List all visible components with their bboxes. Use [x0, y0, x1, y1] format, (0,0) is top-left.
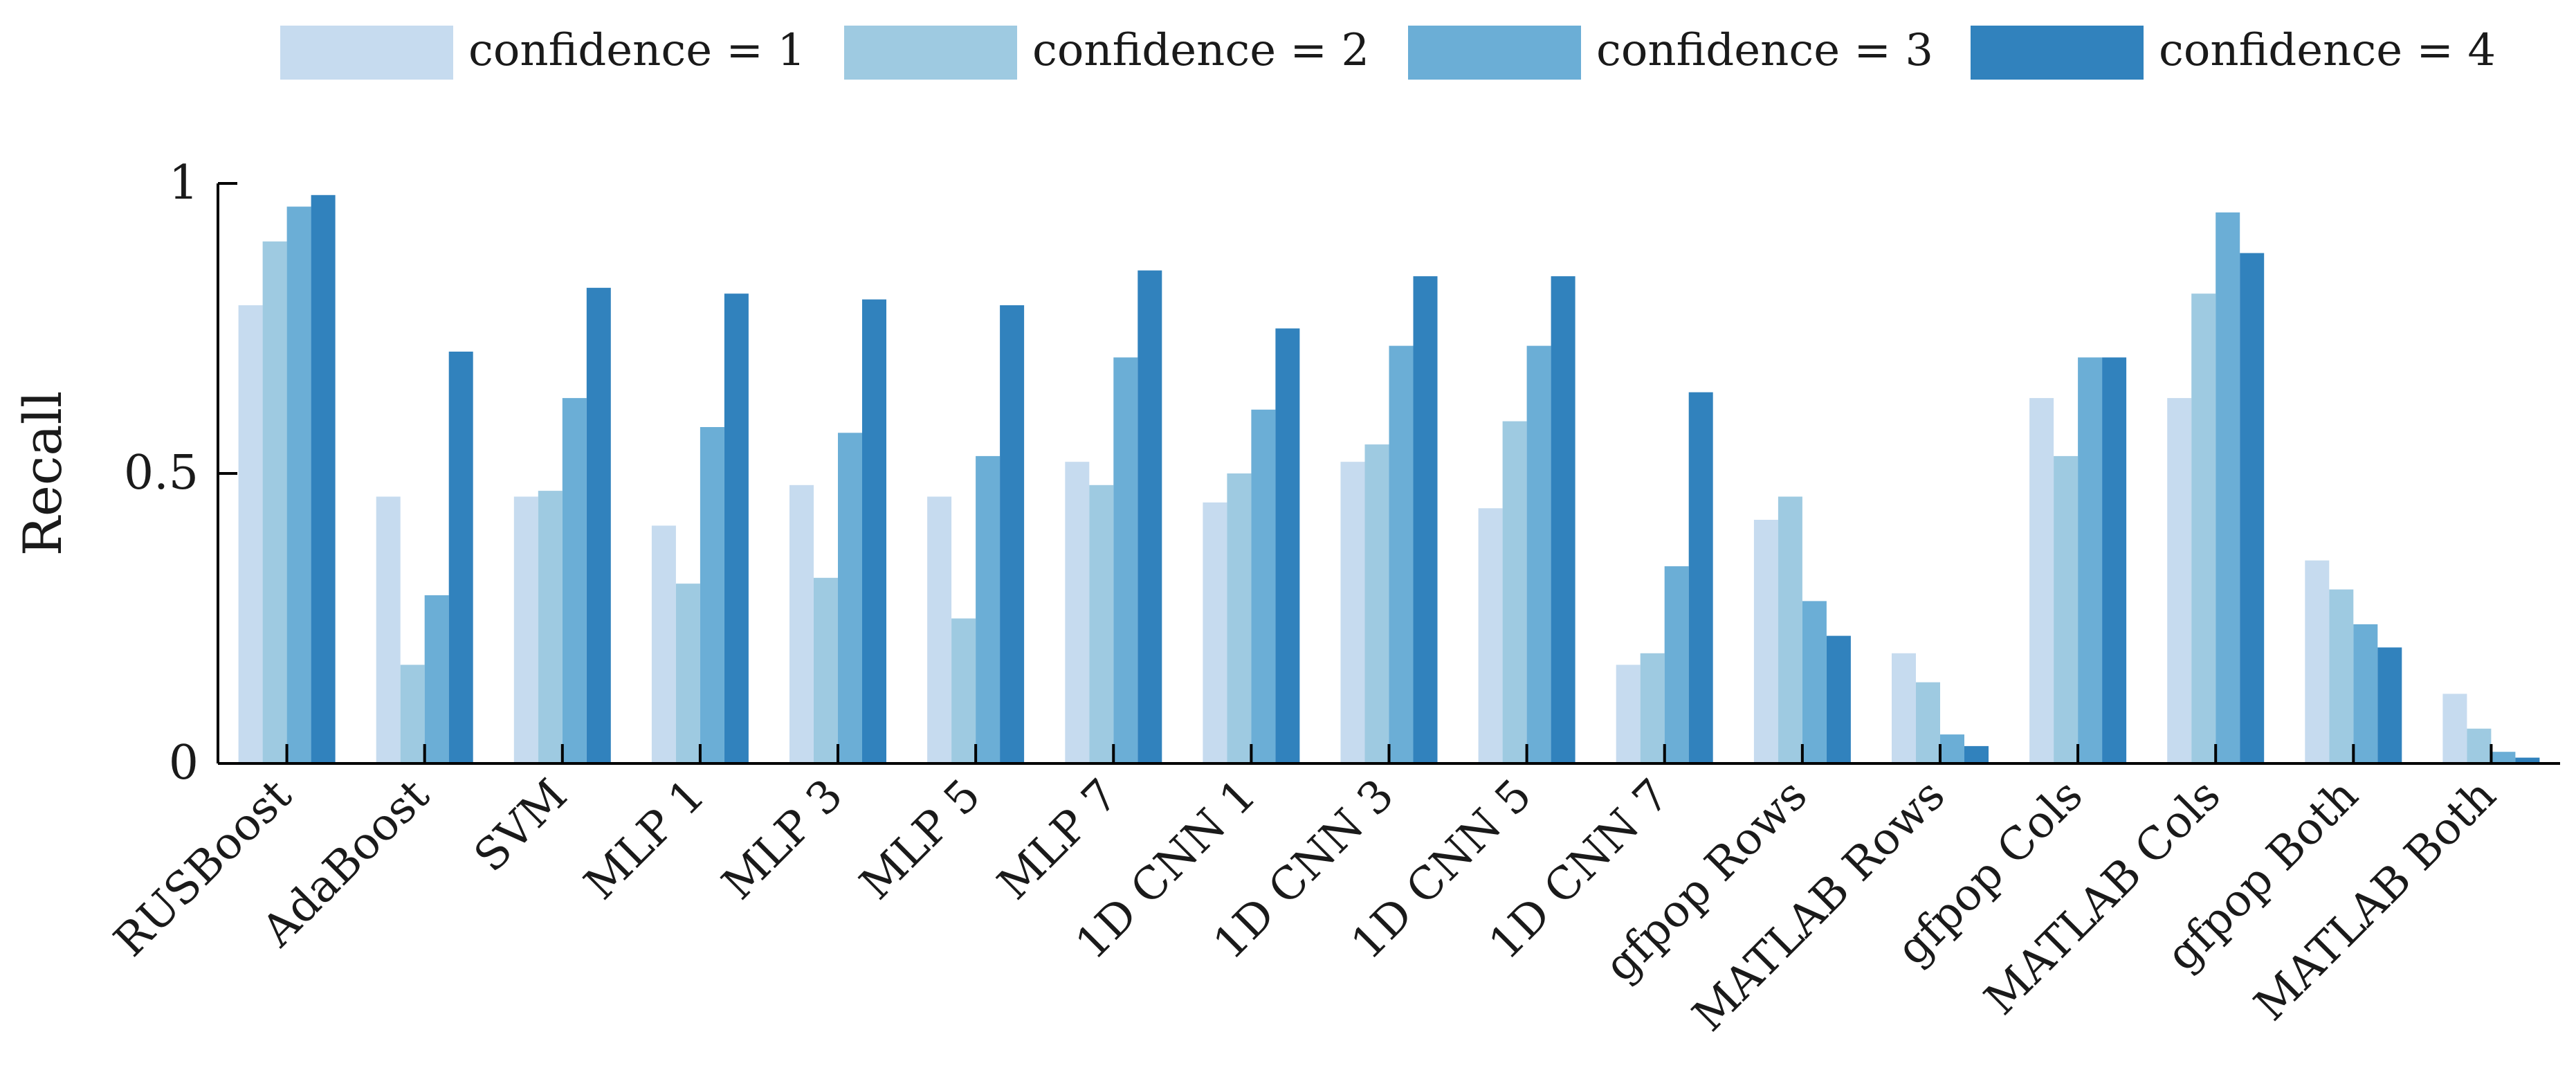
bar-3: [1802, 601, 1827, 763]
x-tick-label: MATLAB Both: [2245, 770, 2505, 1031]
bar-2: [400, 664, 425, 763]
legend-swatch: [1971, 26, 2144, 80]
bar-4: [586, 287, 611, 763]
x-tick-label: MLP 3: [713, 770, 852, 909]
y-tick-label: 1: [169, 156, 199, 210]
bar-4: [2240, 253, 2265, 764]
bar-4: [1826, 635, 1851, 763]
bar-1: [2029, 398, 2054, 763]
bar-4: [1275, 328, 1300, 763]
bar-3: [2491, 752, 2516, 763]
bar-4: [862, 299, 886, 764]
bar-3: [562, 398, 587, 763]
bar-3: [1526, 345, 1551, 764]
bar-2: [2329, 589, 2354, 763]
y-axis-title: Recall: [12, 391, 73, 556]
bar-1: [1892, 653, 1916, 763]
bar-2: [1089, 485, 1114, 763]
bar-1: [1753, 520, 1778, 763]
bar-2: [951, 618, 976, 763]
legend: confidence = 1 confidence = 2 confidence =…: [280, 25, 2496, 80]
bar-4: [1964, 745, 1989, 763]
bar-2: [2054, 455, 2079, 763]
bar-1: [651, 525, 676, 763]
bar-2: [814, 577, 838, 763]
legend-swatch: [280, 26, 453, 80]
bar-3: [1113, 357, 1138, 763]
bar-3: [838, 433, 862, 763]
bar-1: [2305, 560, 2330, 763]
x-tick-label: MLP 1: [575, 770, 715, 909]
bar-1: [238, 305, 263, 763]
bar-2: [675, 583, 700, 763]
bar-4: [2515, 757, 2540, 763]
legend-swatch: [844, 26, 1017, 80]
bar-2: [1502, 421, 1527, 763]
x-tick-label: SVM: [465, 770, 577, 882]
x-tick-label: MLP 5: [850, 770, 990, 909]
x-tick-label: MLP 7: [988, 770, 1128, 909]
bar-1: [789, 485, 814, 763]
bar-4: [724, 293, 749, 763]
bar-3: [286, 206, 311, 763]
bar-1: [1203, 502, 1227, 763]
bar-1: [927, 496, 952, 763]
bar-3: [1940, 734, 1964, 763]
bar-2: [1778, 496, 1802, 763]
bar-3: [1664, 566, 1689, 763]
legend-label: confidence = 2: [1032, 25, 1369, 76]
bar-4: [1551, 276, 1575, 764]
legend-label: confidence = 3: [1596, 25, 1933, 76]
legend-label: confidence = 1: [468, 25, 805, 76]
bar-1: [1478, 508, 1503, 763]
y-tick-label: 0.5: [124, 446, 199, 500]
bar-1: [1616, 664, 1641, 763]
legend-swatch: [1408, 26, 1581, 80]
bar-4: [1688, 392, 1713, 763]
bar-1: [1065, 462, 1090, 763]
bar-4: [2377, 647, 2402, 763]
bar-4: [1000, 305, 1025, 763]
bar-3: [2353, 624, 2378, 763]
bars-group: [238, 194, 2540, 764]
bar-1: [2167, 398, 2192, 763]
bar-4: [2102, 357, 2127, 763]
bar-2: [2467, 728, 2492, 763]
bar-3: [2078, 357, 2103, 763]
bar-4: [448, 352, 473, 763]
bar-2: [1227, 473, 1252, 763]
bar-1: [376, 496, 401, 763]
bar-3: [2216, 212, 2240, 763]
bar-1: [513, 496, 538, 763]
bar-3: [976, 455, 1001, 763]
bar-2: [1640, 653, 1665, 763]
bar-2: [262, 241, 287, 763]
bar-3: [700, 427, 724, 763]
bar-2: [2191, 293, 2216, 763]
bar-2: [538, 491, 563, 763]
legend-label: confidence = 4: [2159, 25, 2496, 76]
bar-3: [1389, 345, 1414, 764]
bar-1: [1340, 462, 1365, 763]
x-tick-label: MATLAB Rows: [1683, 770, 1955, 1042]
bar-1: [2442, 694, 2467, 763]
bar-4: [311, 194, 336, 763]
bar-3: [424, 595, 449, 763]
bar-2: [1916, 682, 1940, 763]
y-tick-label: 0: [169, 736, 199, 790]
bar-3: [1251, 409, 1276, 763]
x-tick-label: MATLAB Cols: [1975, 770, 2231, 1025]
bar-4: [1413, 276, 1438, 764]
bar-4: [1138, 270, 1162, 763]
bar-2: [1364, 444, 1389, 763]
